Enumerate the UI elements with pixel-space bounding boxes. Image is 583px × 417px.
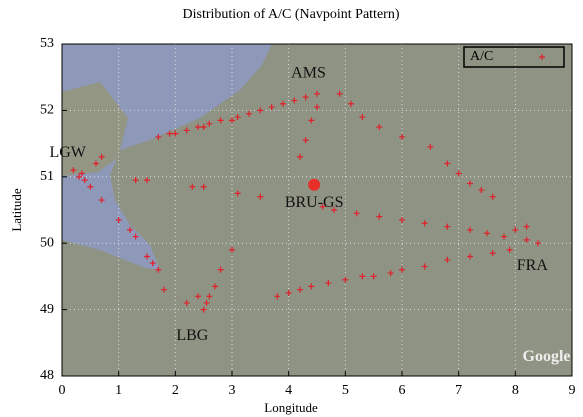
y-tick-label: 50 [40, 235, 54, 250]
x-tick-label: 1 [115, 383, 122, 398]
x-tick-label: 3 [229, 383, 236, 398]
ground-station [308, 179, 320, 191]
annotation: LGW [49, 144, 86, 161]
annotation: AMS [291, 65, 326, 82]
y-axis-label: Latitude [9, 188, 24, 232]
chart-title: Distribution of A/C (Navpoint Pattern) [183, 7, 400, 22]
x-tick-label: 2 [172, 383, 179, 398]
y-tick-label: 52 [40, 103, 54, 118]
x-axis-label: Longitude [264, 400, 318, 415]
x-tick-label: 5 [342, 383, 349, 398]
annotation: FRA [517, 257, 549, 274]
y-tick-label: 51 [40, 169, 54, 184]
annotation: BRU-GS [285, 194, 344, 211]
legend-label: A/C [470, 49, 493, 64]
x-tick-label: 7 [455, 383, 462, 398]
chart: Distribution of A/C (Navpoint Pattern) L… [0, 0, 583, 417]
y-tick-label: 49 [40, 302, 54, 317]
x-tick-label: 6 [399, 383, 406, 398]
y-tick-label: 53 [40, 36, 54, 51]
x-tick-label: 9 [569, 383, 576, 398]
annotation: Google [523, 348, 571, 365]
x-tick-label: 4 [285, 383, 292, 398]
annotation: LBG [176, 327, 208, 344]
y-tick-label: 48 [40, 368, 54, 383]
x-tick-label: 8 [512, 383, 519, 398]
x-tick-label: 0 [59, 383, 66, 398]
